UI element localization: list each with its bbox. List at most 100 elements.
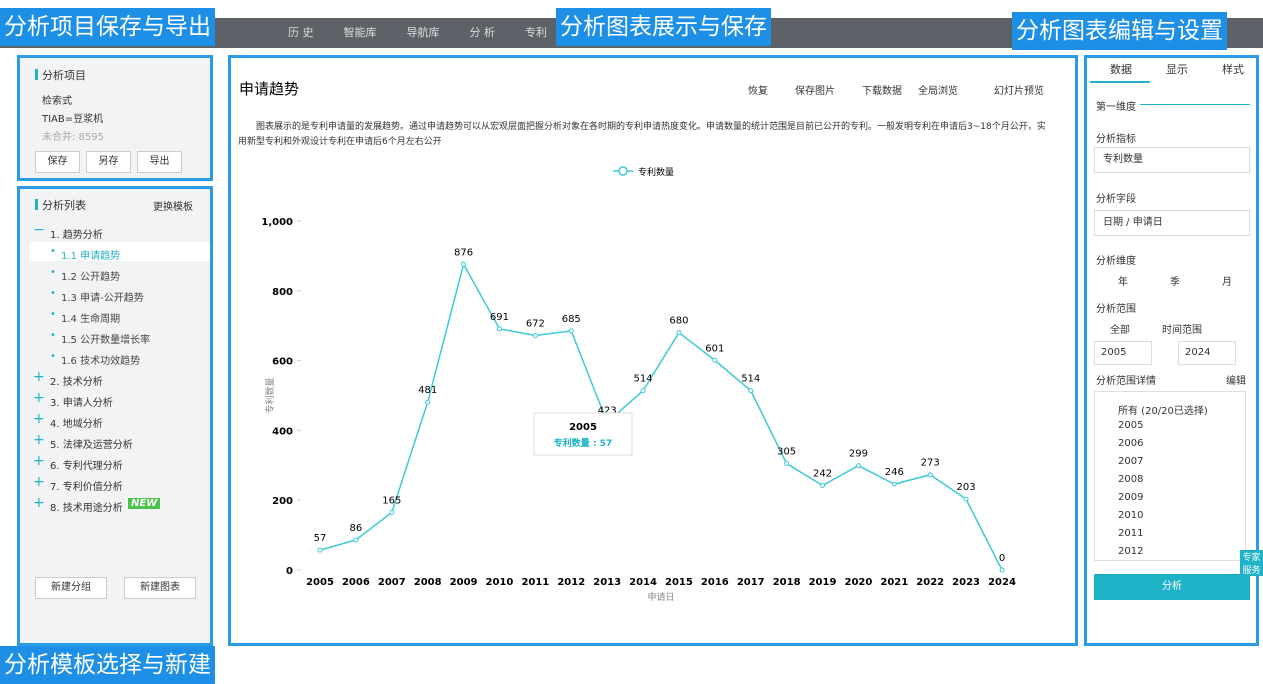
data-label: 246: [885, 467, 904, 478]
checkbox[interactable]: 所有 (20/20已选择): [1118, 406, 1208, 417]
point: [425, 399, 431, 405]
item[interactable]: 1.6 技术功效趋势: [61, 356, 141, 367]
data-label: 481: [418, 385, 437, 396]
checkbox[interactable]: 2010: [1118, 510, 1144, 521]
chart: 申请趋势 0 200 400 600 800 1,000 2005 2006 2007 2008 20…: [239, 80, 1016, 603]
item[interactable]: 1.1 申请趋势: [61, 251, 121, 262]
radio[interactable]: 季: [1170, 277, 1180, 288]
settings-panel: [1084, 55, 1259, 646]
x-tick-label: 2013: [593, 577, 621, 588]
toggle-icon: +: [33, 432, 45, 448]
annotation: 分析项目保存与导出: [0, 8, 215, 46]
annotation: 分析图表编辑与设置: [1012, 12, 1227, 50]
group[interactable]: 5. 法律及运营分析: [50, 440, 133, 451]
checkbox[interactable]: 2007: [1118, 456, 1144, 467]
item[interactable]: 1.2 公开趋势: [61, 272, 121, 283]
toolbar-item[interactable]: 下载数据: [862, 86, 902, 97]
group[interactable]: 7. 专利价值分析: [50, 482, 123, 493]
legend-marker: [618, 166, 628, 176]
x-tick-label: 2015: [665, 577, 693, 588]
group[interactable]: 6. 专利代理分析: [50, 461, 123, 472]
item[interactable]: 1.5 公开数量增长率: [61, 335, 151, 346]
nav-item[interactable]: 分 析: [469, 26, 496, 39]
nav-item[interactable]: 导航库: [406, 26, 440, 39]
button[interactable]: 导出: [137, 151, 182, 173]
button[interactable]: 保存: [35, 151, 80, 173]
section-title: 分析列表: [42, 199, 86, 212]
annotation: 分析模板选择与新建: [0, 646, 215, 684]
data-label: 691: [490, 312, 509, 323]
select[interactable]: 专利数量: [1094, 147, 1250, 173]
toolbar-item[interactable]: 幻灯片预览: [994, 86, 1044, 97]
group[interactable]: 3. 申请人分析: [50, 398, 113, 409]
x-tick-label: 2022: [916, 577, 944, 588]
checkbox[interactable]: 2008: [1118, 474, 1144, 485]
button[interactable]: 新建分组: [35, 577, 107, 599]
input[interactable]: 2005: [1094, 341, 1152, 365]
point: [676, 330, 682, 336]
x-tick-label: 2018: [773, 577, 801, 588]
data-label: 672: [526, 318, 545, 329]
y-tick-label: 600: [272, 357, 293, 368]
group[interactable]: 4. 地域分析: [50, 419, 103, 430]
label: 分析范围: [1096, 304, 1136, 315]
tab[interactable]: 样式: [1222, 63, 1244, 76]
service-tab[interactable]: 专家服务: [1240, 550, 1263, 576]
project-line: TIAB=豆浆机: [42, 114, 104, 125]
toolbar-item[interactable]: 保存图片: [795, 86, 835, 97]
label: 第一维度: [1096, 102, 1136, 113]
point: [927, 472, 933, 478]
item[interactable]: 1.3 申请-公开趋势: [61, 293, 144, 304]
radio[interactable]: 全部: [1110, 325, 1130, 336]
checkbox[interactable]: 2009: [1118, 492, 1144, 503]
item[interactable]: 1.4 生命周期: [61, 314, 121, 325]
group[interactable]: 2. 技术分析: [50, 377, 103, 388]
nav-item[interactable]: 智能库: [343, 26, 377, 39]
toolbar-item[interactable]: 恢复: [748, 86, 768, 97]
link[interactable]: 更换模板: [153, 202, 193, 213]
group[interactable]: 8. 技术用途分析: [50, 503, 123, 514]
nav-item[interactable]: 专利: [525, 26, 547, 39]
select[interactable]: 日期 / 申请日: [1094, 210, 1250, 236]
input[interactable]: 2024: [1178, 341, 1236, 365]
section-bar: [35, 69, 38, 80]
tooltip-text: 专利数量 : 57: [554, 437, 612, 449]
x-tick-label: 2021: [880, 577, 908, 588]
tooltip: [533, 412, 633, 456]
label: 分析范围详情: [1096, 376, 1156, 387]
x-tick-label: 2012: [557, 577, 585, 588]
point: [496, 326, 502, 332]
link[interactable]: 编辑: [1226, 376, 1246, 387]
point: [855, 463, 861, 469]
dot: •: [50, 246, 56, 257]
checkbox[interactable]: 2006: [1118, 438, 1144, 449]
y-tick-label: 1,000: [261, 217, 293, 228]
description: 图表展示的是专利申请量的发展趋势。通过申请趋势可以从宏观层面把握分析对象在各时期…: [238, 122, 1046, 147]
data-label: 305: [777, 447, 796, 458]
tab[interactable]: 数据: [1110, 63, 1132, 76]
radio[interactable]: 年: [1118, 277, 1128, 288]
y-tick-label: 800: [272, 287, 293, 298]
point: [999, 567, 1005, 573]
dot: •: [50, 267, 56, 278]
toggle-icon: +: [33, 474, 45, 490]
checkbox[interactable]: 2011: [1118, 528, 1144, 539]
button[interactable]: 新建图表: [124, 577, 196, 599]
project-line: 未合并: 8595: [42, 132, 104, 143]
project-line: 检索式: [42, 96, 72, 107]
radio[interactable]: 时间范围: [1162, 325, 1202, 336]
annotation: 分析图表展示与保存: [556, 8, 771, 46]
checkbox[interactable]: 2012: [1118, 546, 1144, 557]
button[interactable]: 另存: [86, 151, 131, 173]
checkbox[interactable]: 2005: [1118, 420, 1144, 431]
tab[interactable]: 显示: [1166, 63, 1188, 76]
data-label: 514: [741, 374, 760, 385]
label: 分析维度: [1096, 256, 1136, 267]
button[interactable]: 分析: [1094, 574, 1250, 600]
rule: [1140, 104, 1250, 105]
toggle-icon: +: [33, 453, 45, 469]
nav-item[interactable]: 历 史: [288, 26, 314, 39]
group[interactable]: 1. 趋势分析: [50, 230, 103, 241]
toolbar-item[interactable]: 全局浏览: [918, 86, 958, 97]
radio[interactable]: 月: [1222, 277, 1232, 288]
